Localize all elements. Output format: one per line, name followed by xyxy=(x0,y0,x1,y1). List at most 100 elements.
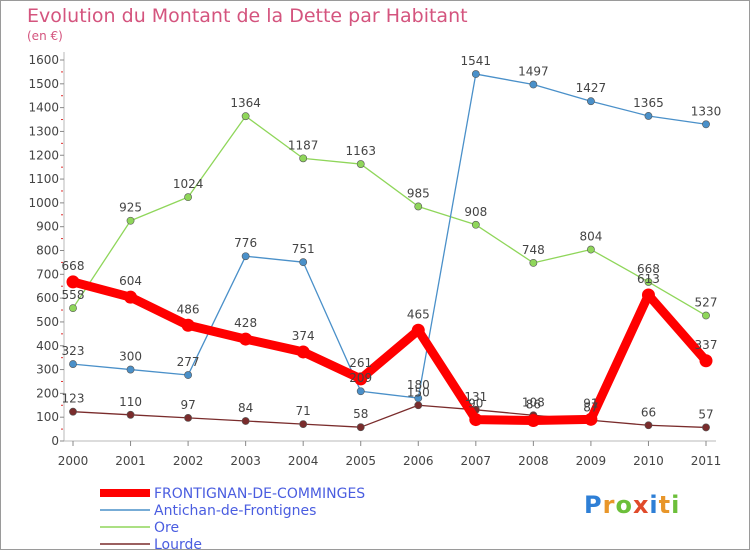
data-point-2 xyxy=(184,193,192,202)
data-point-2 xyxy=(644,278,653,286)
series-line-2 xyxy=(72,115,707,317)
data-label-1: 300 xyxy=(119,350,142,364)
x-tick-label: 2010 xyxy=(633,454,664,468)
y-minor-tick xyxy=(61,428,63,430)
y-minor-tick xyxy=(61,357,63,359)
y-minor-tick xyxy=(61,333,63,335)
y-tick-label: 400 xyxy=(36,339,59,353)
data-label-0: 465 xyxy=(407,307,430,321)
data-label-3: 57 xyxy=(698,407,713,421)
data-label-3: 87 xyxy=(583,400,598,414)
data-point-2 xyxy=(529,258,538,267)
y-minor-tick xyxy=(61,166,63,168)
data-label-0: 604 xyxy=(119,274,142,288)
data-point-1 xyxy=(299,258,308,267)
data-point-0 xyxy=(469,413,483,427)
data-point-3 xyxy=(702,423,710,432)
data-point-2 xyxy=(299,154,308,163)
y-minor-tick xyxy=(61,119,63,121)
y-tick-label: 1100 xyxy=(28,172,59,186)
y-tick-label: 500 xyxy=(36,315,59,329)
data-label-1: 180 xyxy=(407,378,430,392)
data-point-3 xyxy=(414,401,423,410)
data-label-3: 71 xyxy=(296,404,311,418)
data-label-1: 209 xyxy=(349,371,372,385)
data-label-0: 86 xyxy=(526,398,541,412)
x-tick-label: 2003 xyxy=(230,454,261,468)
chart-subtitle: (en €) xyxy=(27,29,63,43)
y-minor-tick xyxy=(61,309,63,311)
data-point-2 xyxy=(587,245,595,254)
data-label-0: 613 xyxy=(637,272,660,286)
data-point-1 xyxy=(241,252,250,261)
data-point-1 xyxy=(587,97,595,106)
data-point-1 xyxy=(529,80,538,89)
data-label-2: 1187 xyxy=(288,138,319,152)
series-line-1 xyxy=(72,73,707,399)
logo-letter: x xyxy=(632,491,650,519)
data-point-3 xyxy=(126,410,135,419)
data-label-1: 1497 xyxy=(518,65,549,79)
data-label-2: 925 xyxy=(119,201,142,215)
data-point-1 xyxy=(126,365,135,374)
data-label-2: 1163 xyxy=(345,144,376,158)
data-point-2 xyxy=(471,220,480,229)
data-point-3 xyxy=(184,414,192,422)
y-minor-tick xyxy=(61,404,63,406)
data-label-2: 804 xyxy=(579,230,602,244)
data-point-1 xyxy=(356,387,365,396)
x-tick-label: 2009 xyxy=(576,454,607,468)
data-label-0: 374 xyxy=(292,329,315,343)
data-point-1 xyxy=(471,70,480,78)
data-point-0 xyxy=(526,414,540,428)
y-tick-label: 900 xyxy=(36,220,59,234)
data-point-3 xyxy=(644,421,653,430)
legend-label-1: Antichan-de-Frontignes xyxy=(154,503,316,519)
y-tick-label: 1200 xyxy=(28,148,59,162)
data-label-1: 776 xyxy=(234,236,257,250)
data-point-0 xyxy=(124,290,138,304)
y-tick-label: 300 xyxy=(36,363,59,377)
data-point-0 xyxy=(181,318,195,332)
x-tick-label: 2000 xyxy=(58,454,89,468)
y-tick-label: 0 xyxy=(51,434,59,448)
data-point-1 xyxy=(702,120,710,129)
data-point-0 xyxy=(296,345,310,359)
data-point-2 xyxy=(126,216,135,225)
data-label-0: 261 xyxy=(349,356,372,370)
y-minor-tick xyxy=(61,380,63,382)
y-minor-tick xyxy=(61,142,63,144)
legend-label-2: Ore xyxy=(154,520,179,536)
data-label-3: 84 xyxy=(238,401,253,415)
data-label-2: 558 xyxy=(62,288,85,302)
data-point-1 xyxy=(69,360,77,368)
data-label-2: 668 xyxy=(637,262,660,276)
data-label-3: 66 xyxy=(641,405,656,419)
data-label-2: 1364 xyxy=(230,96,261,110)
y-minor-tick xyxy=(61,238,63,240)
data-label-0: 668 xyxy=(62,259,85,273)
data-label-1: 323 xyxy=(62,344,85,358)
data-point-0 xyxy=(641,288,655,302)
y-tick-label: 100 xyxy=(36,410,59,424)
data-label-0: 91 xyxy=(583,396,598,410)
logo-letter: P xyxy=(584,491,603,519)
data-point-0 xyxy=(239,332,253,346)
chart-title: Evolution du Montant de la Dette par Hab… xyxy=(27,5,468,27)
data-label-0: 90 xyxy=(468,397,483,411)
data-label-3: 58 xyxy=(353,407,368,421)
data-label-1: 1365 xyxy=(633,96,664,110)
data-point-0 xyxy=(699,354,713,368)
x-tick-label: 2001 xyxy=(115,454,146,468)
data-label-2: 527 xyxy=(695,296,718,310)
y-minor-tick xyxy=(61,285,63,287)
data-point-2 xyxy=(69,304,77,313)
data-label-0: 428 xyxy=(234,316,257,330)
x-tick-label: 2011 xyxy=(691,454,722,468)
y-tick-label: 1000 xyxy=(28,196,59,210)
y-minor-tick xyxy=(61,71,63,73)
data-label-1: 1330 xyxy=(691,104,722,118)
x-tick-label: 2002 xyxy=(173,454,204,468)
y-tick-label: 1300 xyxy=(28,124,59,138)
y-tick-label: 600 xyxy=(36,291,59,305)
